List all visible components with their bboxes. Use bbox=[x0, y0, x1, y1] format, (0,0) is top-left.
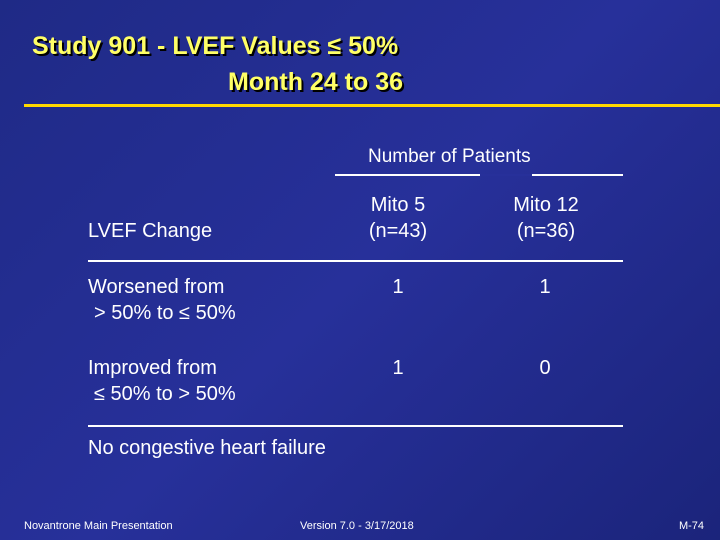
title-line-1: Study 901 - LVEF Values ≤ 50% bbox=[32, 32, 399, 60]
column-header-mito-12: Mito 12 (n=36) bbox=[488, 192, 604, 244]
cell-worsened-mito-12: 1 bbox=[539, 276, 551, 298]
table-bottom-rule bbox=[88, 425, 623, 427]
title-line-2: Month 24 to 36 bbox=[228, 68, 404, 96]
footer-presentation-name: Novantrone Main Presentation bbox=[24, 520, 173, 532]
row-label-title: Worsened from bbox=[88, 276, 225, 298]
header-rule bbox=[88, 260, 623, 262]
row-label-worsened: Worsened from > 50% to ≤ 50% bbox=[88, 274, 236, 326]
cell-worsened-mito-5: 1 bbox=[392, 276, 404, 298]
column-header-count: (n=43) bbox=[368, 220, 428, 242]
cell-improved-mito-12: 0 bbox=[539, 357, 551, 379]
row-label-title: Improved from bbox=[88, 357, 217, 379]
title-divider bbox=[24, 104, 720, 107]
column-header-count: (n=36) bbox=[516, 220, 576, 242]
footer-version: Version 7.0 - 3/17/2018 bbox=[300, 520, 414, 532]
column-header-name: Mito 5 bbox=[370, 194, 426, 216]
group-header: Number of Patients bbox=[368, 146, 531, 167]
column-header-name: Mito 12 bbox=[513, 194, 579, 216]
group-header-rule bbox=[335, 174, 623, 176]
row-label-range: > 50% to ≤ 50% bbox=[94, 302, 236, 324]
column-header-mito-5: Mito 5 (n=43) bbox=[340, 192, 456, 244]
cell-improved-mito-5: 1 bbox=[392, 357, 404, 379]
footer-slide-number: M-74 bbox=[678, 520, 704, 532]
row-label-range: ≤ 50% to > 50% bbox=[94, 383, 236, 405]
group-header-rule-gap bbox=[480, 174, 532, 176]
column-label-lvef-change: LVEF Change bbox=[88, 220, 213, 242]
footnote: No congestive heart failure bbox=[88, 437, 326, 459]
row-label-improved: Improved from ≤ 50% to > 50% bbox=[88, 355, 236, 407]
